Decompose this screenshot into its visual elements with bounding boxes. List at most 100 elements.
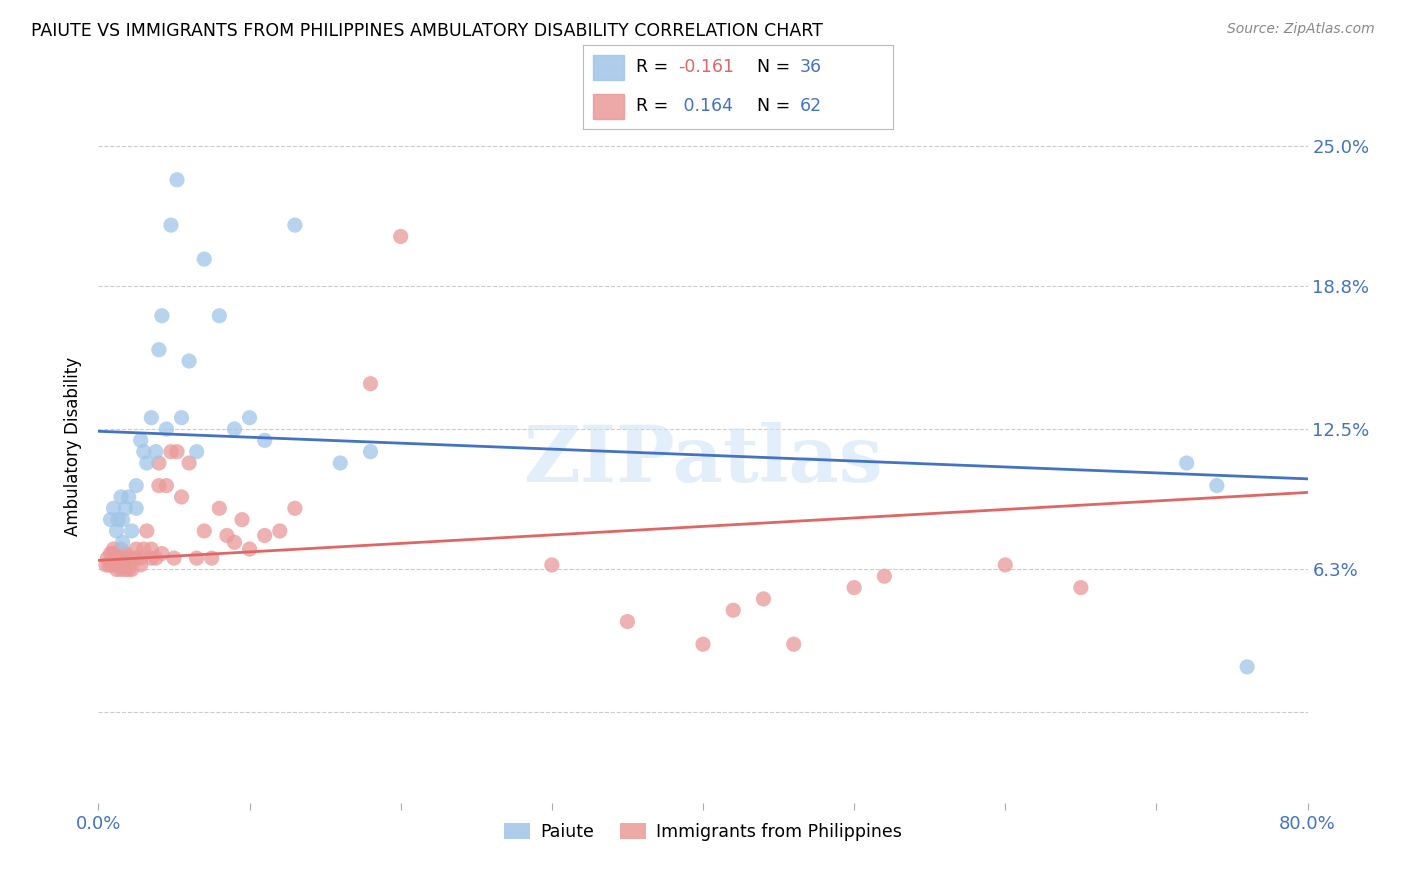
Point [148, 478, 170, 492]
Point [112, 558, 135, 572]
Point [170, 410, 193, 425]
Text: R =: R = [636, 97, 673, 115]
Y-axis label: Ambulatory Disability: Ambulatory Disability [65, 357, 83, 535]
Point [118, 562, 141, 576]
Point [145, 551, 167, 566]
Point [239, 542, 262, 557]
Point [193, 524, 215, 538]
Point [160, 218, 183, 232]
Point [1236, 660, 1258, 674]
Point [103, 558, 125, 572]
Point [186, 444, 208, 458]
Point [150, 309, 173, 323]
Point [132, 542, 155, 557]
Point [135, 524, 157, 538]
Point [125, 501, 148, 516]
Point [360, 444, 382, 458]
Point [94, 558, 117, 572]
Point [166, 444, 188, 458]
Point [873, 569, 896, 583]
Point [284, 501, 307, 516]
Point [329, 456, 352, 470]
Point [1070, 581, 1092, 595]
Point [125, 478, 148, 492]
Legend: Paiute, Immigrants from Philippines: Paiute, Immigrants from Philippines [496, 816, 910, 847]
Point [103, 501, 125, 516]
Point [783, 637, 806, 651]
Point [1206, 478, 1229, 492]
Point [118, 490, 141, 504]
Point [170, 490, 193, 504]
Point [208, 501, 231, 516]
Point [96, 551, 118, 566]
Point [129, 551, 152, 566]
Point [1175, 456, 1198, 470]
Point [107, 513, 129, 527]
Point [110, 562, 132, 576]
Point [105, 562, 128, 576]
Point [100, 547, 122, 561]
Point [179, 456, 201, 470]
Point [692, 637, 714, 651]
Text: N =: N = [756, 59, 796, 77]
Bar [593, 54, 624, 80]
Point [111, 535, 134, 549]
Point [132, 444, 155, 458]
Point [103, 547, 125, 561]
Point [110, 551, 132, 566]
Point [163, 551, 186, 566]
Point [215, 528, 238, 542]
Point [269, 524, 291, 538]
Text: 0.164: 0.164 [678, 97, 733, 115]
Point [540, 558, 562, 572]
Point [150, 547, 173, 561]
Point [253, 434, 276, 448]
Text: N =: N = [756, 97, 796, 115]
Point [231, 513, 253, 527]
Point [155, 478, 177, 492]
Point [100, 513, 122, 527]
Point [129, 434, 152, 448]
Point [179, 354, 201, 368]
Point [114, 562, 136, 576]
Point [155, 422, 177, 436]
Point [141, 410, 163, 425]
Point [135, 456, 157, 470]
Point [114, 501, 136, 516]
Point [239, 410, 262, 425]
Point [114, 547, 136, 561]
Point [111, 513, 134, 527]
Point [148, 343, 170, 357]
Point [141, 542, 163, 557]
Text: Source: ZipAtlas.com: Source: ZipAtlas.com [1227, 22, 1375, 37]
Point [360, 376, 382, 391]
Point [107, 558, 129, 572]
Text: PAIUTE VS IMMIGRANTS FROM PHILIPPINES AMBULATORY DISABILITY CORRELATION CHART: PAIUTE VS IMMIGRANTS FROM PHILIPPINES AM… [31, 22, 823, 40]
Point [125, 551, 148, 566]
Point [201, 551, 224, 566]
Point [844, 581, 866, 595]
Point [125, 542, 148, 557]
Point [253, 528, 276, 542]
Point [224, 535, 246, 549]
Point [994, 558, 1017, 572]
Point [224, 422, 246, 436]
Point [100, 558, 122, 572]
Point [389, 229, 412, 244]
Point [98, 558, 121, 572]
Text: -0.161: -0.161 [678, 59, 734, 77]
Text: 62: 62 [800, 97, 823, 115]
Point [723, 603, 745, 617]
Point [160, 444, 183, 458]
Point [145, 444, 167, 458]
Point [110, 490, 132, 504]
Point [121, 551, 143, 566]
Point [752, 591, 775, 606]
Point [129, 558, 152, 572]
Text: R =: R = [636, 59, 673, 77]
Point [121, 562, 143, 576]
Point [110, 542, 132, 557]
Point [186, 551, 208, 566]
Point [118, 551, 141, 566]
Point [284, 218, 307, 232]
